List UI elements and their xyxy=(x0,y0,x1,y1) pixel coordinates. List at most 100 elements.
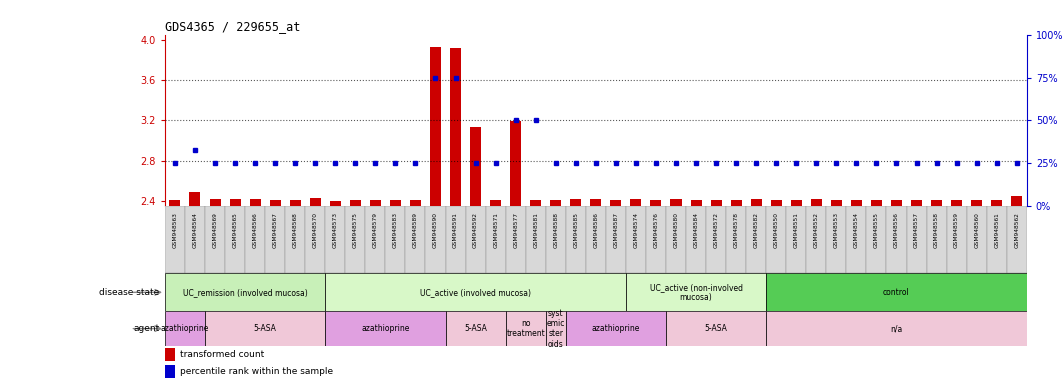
Bar xyxy=(165,311,205,346)
Bar xyxy=(526,207,546,273)
Bar xyxy=(831,200,842,207)
Bar xyxy=(770,200,782,207)
Bar xyxy=(886,207,907,273)
Bar xyxy=(269,200,281,207)
Text: GSM948582: GSM948582 xyxy=(753,212,759,248)
Text: GSM948588: GSM948588 xyxy=(553,212,559,248)
Bar xyxy=(491,200,501,207)
Bar xyxy=(726,207,746,273)
Bar xyxy=(546,311,566,346)
Bar xyxy=(966,207,986,273)
Bar xyxy=(510,121,521,207)
Bar xyxy=(827,207,846,273)
Bar xyxy=(385,207,405,273)
Text: GSM948578: GSM948578 xyxy=(734,212,738,248)
Bar xyxy=(285,207,305,273)
Text: GSM948576: GSM948576 xyxy=(653,212,659,248)
Text: GSM948577: GSM948577 xyxy=(513,212,518,248)
Text: disease state: disease state xyxy=(99,288,160,297)
Bar xyxy=(686,207,706,273)
Bar xyxy=(851,200,862,207)
Bar xyxy=(866,207,886,273)
Bar xyxy=(446,207,466,273)
Bar xyxy=(891,200,902,207)
Bar xyxy=(310,198,320,207)
Text: n/a: n/a xyxy=(891,324,902,333)
Bar xyxy=(791,200,802,207)
Bar xyxy=(530,200,542,207)
Bar xyxy=(630,199,642,207)
Text: GSM948560: GSM948560 xyxy=(975,212,979,248)
Text: GSM948580: GSM948580 xyxy=(674,212,679,248)
Bar xyxy=(1007,207,1027,273)
Bar xyxy=(450,48,461,207)
Text: GSM948585: GSM948585 xyxy=(573,212,579,248)
Bar xyxy=(626,273,766,311)
Text: 5-ASA: 5-ASA xyxy=(464,324,487,333)
Text: GSM948581: GSM948581 xyxy=(533,212,538,248)
Bar xyxy=(330,201,340,207)
Bar xyxy=(807,207,827,273)
Bar xyxy=(205,311,326,346)
Text: GSM948556: GSM948556 xyxy=(894,212,899,248)
Bar xyxy=(911,200,922,207)
Bar xyxy=(326,311,446,346)
Bar xyxy=(846,207,866,273)
Bar xyxy=(670,199,682,207)
Text: GSM948570: GSM948570 xyxy=(313,212,318,248)
Text: azathioprine: azathioprine xyxy=(161,324,210,333)
Bar xyxy=(226,207,245,273)
Bar xyxy=(326,207,346,273)
Text: GSM948586: GSM948586 xyxy=(594,212,598,248)
Text: GSM948566: GSM948566 xyxy=(252,212,257,248)
Text: GSM948565: GSM948565 xyxy=(233,212,237,248)
Bar xyxy=(731,200,742,207)
Text: GDS4365 / 229655_at: GDS4365 / 229655_at xyxy=(165,20,300,33)
Bar xyxy=(646,207,666,273)
Bar xyxy=(766,273,1027,311)
Text: GSM948587: GSM948587 xyxy=(613,212,618,248)
Text: GSM948567: GSM948567 xyxy=(272,212,278,248)
Bar xyxy=(550,200,562,207)
Text: no
treatment: no treatment xyxy=(506,319,545,338)
Bar xyxy=(165,273,326,311)
Bar xyxy=(666,207,686,273)
Bar xyxy=(346,207,365,273)
Text: GSM948591: GSM948591 xyxy=(453,212,458,248)
Bar xyxy=(185,207,205,273)
Bar xyxy=(169,200,181,207)
Bar xyxy=(691,200,701,207)
Text: GSM948589: GSM948589 xyxy=(413,212,418,248)
Bar xyxy=(591,199,601,207)
Bar xyxy=(165,207,185,273)
Bar xyxy=(485,207,505,273)
Bar xyxy=(546,207,566,273)
Text: transformed count: transformed count xyxy=(181,350,265,359)
Text: GSM948555: GSM948555 xyxy=(874,212,879,248)
Text: GSM948584: GSM948584 xyxy=(694,212,699,248)
Text: GSM948559: GSM948559 xyxy=(954,212,959,248)
Text: GSM948552: GSM948552 xyxy=(814,212,819,248)
Bar xyxy=(326,273,626,311)
Bar xyxy=(611,200,621,207)
Bar xyxy=(992,200,1002,207)
Text: GSM948569: GSM948569 xyxy=(213,212,217,248)
Text: GSM948573: GSM948573 xyxy=(333,212,337,248)
Text: UC_remission (involved mucosa): UC_remission (involved mucosa) xyxy=(183,288,307,297)
Bar xyxy=(265,207,285,273)
Text: GSM948572: GSM948572 xyxy=(714,212,718,248)
Bar xyxy=(746,207,766,273)
Text: control: control xyxy=(883,288,910,297)
Bar xyxy=(289,200,301,207)
Bar xyxy=(947,207,966,273)
Bar xyxy=(505,207,526,273)
Bar xyxy=(210,199,220,207)
Bar xyxy=(986,207,1007,273)
Bar xyxy=(365,207,385,273)
Bar xyxy=(165,348,176,361)
Bar xyxy=(230,199,240,207)
Bar xyxy=(205,207,226,273)
Text: GSM948568: GSM948568 xyxy=(293,212,298,248)
Text: azathioprine: azathioprine xyxy=(592,324,641,333)
Bar xyxy=(389,200,401,207)
